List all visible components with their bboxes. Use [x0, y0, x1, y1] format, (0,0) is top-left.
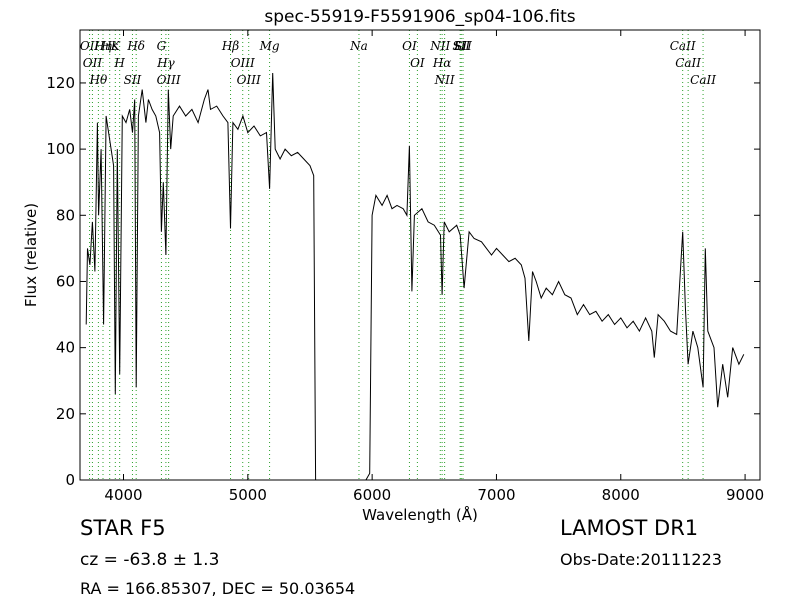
spectrum-line	[85, 72, 745, 481]
spectral-line-label: Hγ	[156, 56, 175, 70]
y-tick-label: 80	[56, 206, 75, 224]
spectral-line-label: Hε	[100, 39, 118, 53]
y-tick-label: 60	[56, 272, 75, 290]
spectral-line-label: CaII	[675, 56, 701, 70]
x-tick-label: 9000	[726, 486, 764, 504]
spectral-line-label: Hη	[93, 39, 112, 53]
x-tick-label: 7000	[477, 486, 515, 504]
obs-date: Obs-Date:20111223	[560, 550, 722, 569]
spectral-line-label: OII	[83, 56, 103, 70]
spectral-line-label: H	[113, 56, 125, 70]
spectral-line-label: Hθ	[89, 73, 108, 87]
spectral-line-label: OII	[80, 39, 100, 53]
spectral-line-label: CaII	[690, 73, 716, 87]
spectral-line-label: NII	[429, 39, 450, 53]
redshift: cz = -63.8 ± 1.3	[80, 550, 219, 570]
spectral-line-label: G	[157, 39, 167, 53]
x-tick-label: 4000	[104, 486, 142, 504]
spectral-line-label: OIII	[231, 56, 255, 70]
y-tick-label: 20	[56, 405, 75, 423]
spectral-line-label: SII	[454, 39, 472, 53]
spectral-line-label: Hδ	[126, 39, 145, 53]
coordinates: RA = 166.85307, DEC = 50.03654	[80, 579, 355, 598]
spectral-line-label: NII	[434, 73, 455, 87]
spectral-line-label: K	[110, 39, 121, 53]
survey-name: LAMOST DR1	[560, 516, 698, 540]
spectral-line-label: Mg	[259, 39, 280, 53]
spectral-line-label: OIII	[157, 73, 181, 87]
spectral-line-label: Hβ	[221, 39, 239, 53]
spectral-line-label: SII	[124, 73, 142, 87]
chart-title: spec-55919-F5591906_sp04-106.fits	[264, 7, 575, 27]
x-tick-label: 6000	[353, 486, 391, 504]
y-tick-label: 120	[46, 74, 75, 92]
spectral-line-label: CaII	[670, 39, 696, 53]
spectral-line-label: OI	[402, 39, 417, 53]
x-tick-label: 8000	[602, 486, 640, 504]
object-class: STAR F5	[80, 516, 166, 540]
y-tick-label: 40	[56, 339, 75, 357]
y-tick-label: 100	[46, 140, 75, 158]
plot-frame	[79, 29, 761, 481]
spectral-line-label: SII	[452, 39, 470, 53]
y-axis-label: Flux (relative)	[22, 203, 40, 307]
spectral-line-label: OI	[410, 56, 425, 70]
spectral-line-label: OIII	[237, 73, 261, 87]
spectral-line-label: Hα	[432, 56, 452, 70]
y-tick-label: 0	[65, 471, 75, 489]
x-axis-label: Wavelength (Å)	[362, 505, 478, 524]
x-tick-label: 5000	[229, 486, 267, 504]
spectral-line-label: Na	[349, 39, 368, 53]
